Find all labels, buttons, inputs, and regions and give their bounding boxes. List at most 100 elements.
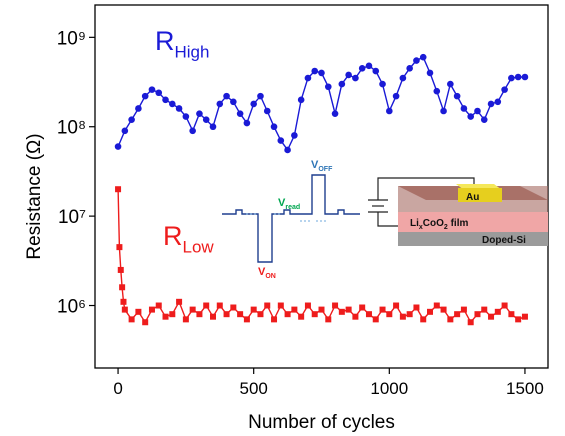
data-point [352,313,359,320]
data-point [426,69,434,77]
data-point [277,302,284,309]
data-point [216,100,224,108]
x-tick-label: 500 [239,379,267,398]
layer-label-part: CoO [423,218,444,229]
data-point [175,105,183,112]
data-point [454,311,461,318]
layer-label: Doped-Si [482,235,526,246]
data-point [325,316,332,323]
data-point [419,53,427,61]
data-point [284,146,291,154]
data-point [182,316,189,323]
data-point [447,316,454,323]
data-point [440,306,447,313]
layer-label-part: 2 [444,224,448,231]
series-annotation-part: R [163,221,183,251]
data-point [399,313,406,320]
pulse-waveform [222,174,360,263]
pulse-label-part: V [278,197,286,209]
data-point [189,306,196,313]
data-point [467,113,474,120]
data-point [332,302,339,309]
data-point [460,306,467,313]
x-tick-label: 1500 [506,379,544,398]
data-point [318,306,325,313]
series-annotation: RHigh [155,26,209,62]
data-point [121,127,129,135]
data-point [372,67,380,75]
y-axis-label: Resistance (Ω) [24,133,45,259]
data-point [345,71,352,79]
pulse-arrows [246,213,328,222]
data-point [169,311,176,318]
data-point [494,308,501,315]
data-point [406,311,413,318]
data-point [487,100,495,108]
data-point [413,57,420,64]
data-point [433,87,441,95]
si-layer [398,232,548,246]
pulse-label-part: OFF [318,166,333,173]
data-point [271,316,278,323]
data-point [176,298,183,305]
data-point [209,313,216,320]
data-point [386,311,393,318]
data-point [318,69,325,77]
data-point [202,116,210,123]
pulse-label-part: V [258,266,266,278]
series-annotation-part: Low [183,238,215,257]
data-point [393,302,400,309]
y-tick-label: 10⁹ [57,28,86,49]
data-point [508,311,515,318]
data-point [162,96,169,104]
data-point [440,107,447,115]
data-point [148,306,155,313]
data-point [115,186,122,193]
data-point [521,313,528,320]
data-point [155,89,163,97]
data-point [406,65,413,72]
pulse-label-part: ON [265,273,276,280]
data-point [297,96,305,104]
data-point [352,74,359,82]
data-point [223,311,230,318]
data-point [196,110,203,117]
layer-label-part: Doped-Si [482,235,526,246]
data-point [203,302,210,309]
x-tick-label: 1000 [370,379,408,398]
data-point [433,302,440,309]
layer-label-part: Au [466,192,479,203]
data-point [155,302,162,309]
data-point [298,313,305,320]
data-point [399,74,407,82]
series-annotation-part: High [175,43,210,62]
data-point [447,80,454,88]
data-point [189,127,196,135]
data-point [250,306,257,313]
data-point [359,304,366,311]
data-point [142,319,149,326]
data-point [243,316,250,323]
data-point [311,67,319,75]
y-tick-label: 10⁸ [57,118,86,139]
data-point [148,86,156,93]
circuit [368,177,475,227]
data-point [515,316,522,323]
data-point [365,62,373,70]
data-point [128,116,135,123]
x-axis-label: Number of cycles [248,412,395,433]
data-point [358,65,366,72]
data-point [270,123,278,131]
data-point [277,137,285,144]
data-point [135,105,142,112]
data-point [467,319,474,326]
data-point [304,302,311,309]
data-point [392,92,400,100]
data-point [120,298,127,305]
data-point [237,311,244,318]
data-point [135,308,142,315]
data-point [488,313,495,320]
data-point [114,143,122,150]
data-point [284,311,291,318]
